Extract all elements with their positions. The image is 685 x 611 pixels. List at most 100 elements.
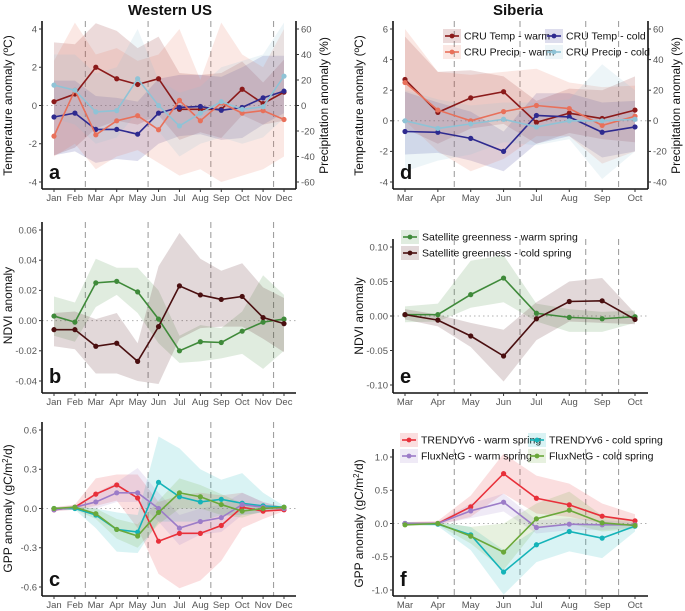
data-point (197, 110, 203, 116)
data-point (533, 102, 540, 109)
series-line (404, 118, 636, 130)
y-tick-label: -4 (380, 177, 388, 188)
x-tick-label: Apr (430, 397, 445, 408)
x-tick-label: Sep (594, 193, 611, 204)
data-point (632, 316, 638, 323)
uncertainty-band (54, 478, 284, 548)
data-point (260, 505, 266, 512)
x-tick-label: Nov (255, 600, 272, 611)
series-line (404, 509, 636, 554)
data-point (533, 112, 540, 119)
data-point (218, 496, 224, 502)
data-point (135, 495, 141, 501)
x-tick-label: Jan (46, 600, 61, 611)
data-point (500, 569, 507, 575)
panel-label: b (49, 366, 61, 388)
series-line (53, 66, 285, 111)
x-tick-label: Jun (496, 193, 511, 204)
legend-entry: TRENDYv6 - cold spring (549, 435, 663, 447)
data-point (135, 81, 141, 88)
x-tick-label: Jun (151, 397, 166, 408)
data-point (599, 316, 605, 322)
series-line (53, 280, 285, 352)
data-point (402, 118, 408, 124)
x-tick-label: Oct (235, 193, 250, 204)
data-point (260, 319, 266, 325)
data-point (281, 504, 287, 510)
panel-label: a (49, 162, 61, 184)
series-line (405, 501, 635, 529)
x-tick-label: May (462, 193, 480, 204)
y-tick-label: -2 (380, 147, 388, 158)
data-point (533, 542, 540, 548)
data-point (135, 289, 141, 295)
data-point (281, 73, 287, 79)
legend-key-point (407, 234, 413, 240)
x-tick-label: Sep (594, 397, 611, 408)
legend-entry: CRU Temp - warm (464, 31, 550, 43)
x-tick-label: Jun (151, 193, 166, 204)
data-point (566, 105, 572, 112)
data-point (435, 520, 441, 527)
data-point (239, 501, 245, 508)
data-point (135, 131, 141, 137)
data-point (135, 490, 141, 496)
series-line (53, 491, 285, 537)
x-tick-label: Apr (430, 600, 445, 611)
y-tick-label: 0.00 (370, 311, 389, 322)
data-point (533, 524, 540, 531)
data-point (239, 508, 245, 514)
data-point (402, 522, 408, 528)
data-point (239, 328, 245, 334)
y-tick-label: -0.04 (15, 376, 37, 387)
y-tick-label: 0.05 (370, 277, 389, 288)
legend-entry: FluxNetG - cold spring (549, 451, 654, 463)
data-point (176, 494, 183, 500)
data-point (632, 107, 638, 113)
data-point (93, 343, 99, 349)
data-point (599, 129, 605, 135)
x-tick-label: Feb (67, 600, 83, 611)
data-point (135, 113, 141, 119)
data-point (468, 508, 474, 514)
data-point (500, 499, 507, 505)
y-tick-label: 0.04 (19, 256, 38, 267)
panel-label: c (49, 569, 60, 591)
x-tick-label: Oct (628, 600, 643, 611)
y-tick-label: 0.6 (24, 425, 37, 436)
data-point (197, 103, 203, 110)
data-point (533, 316, 540, 322)
data-point (93, 132, 99, 138)
x-tick-label: Nov (255, 397, 272, 408)
data-point (114, 490, 120, 496)
x-tick-label: Aug (192, 193, 209, 204)
x-tick-label: Sep (213, 397, 230, 408)
data-point (155, 127, 162, 133)
y-tick-label: 0.3 (24, 465, 37, 476)
uncertainty-band (54, 436, 284, 553)
panel-label: d (400, 162, 412, 184)
legend-key-point (551, 49, 557, 55)
legend-entry: CRU Precip - warm (464, 47, 555, 59)
panel-label: e (400, 366, 411, 388)
data-point (72, 319, 78, 325)
data-point (239, 106, 245, 112)
x-tick-label: May (129, 397, 147, 408)
data-point (468, 135, 474, 141)
y-tick-label: -0.3 (21, 543, 37, 554)
data-point (114, 126, 120, 133)
y-tick-label: -0.10 (366, 380, 388, 391)
y2-tick-label: 0 (653, 116, 658, 127)
data-point (566, 118, 572, 124)
data-point (72, 504, 78, 510)
y-tick-label: 1.0 (375, 452, 388, 463)
x-tick-label: Apr (109, 193, 124, 204)
legend-key-point (406, 437, 412, 443)
x-tick-label: Aug (192, 600, 209, 611)
series-line (404, 81, 636, 127)
y2-tick-label: 20 (301, 75, 312, 86)
uncertainty-band (405, 278, 635, 382)
unit-tail: /d) (1, 444, 15, 458)
legend-key-point (407, 250, 413, 256)
